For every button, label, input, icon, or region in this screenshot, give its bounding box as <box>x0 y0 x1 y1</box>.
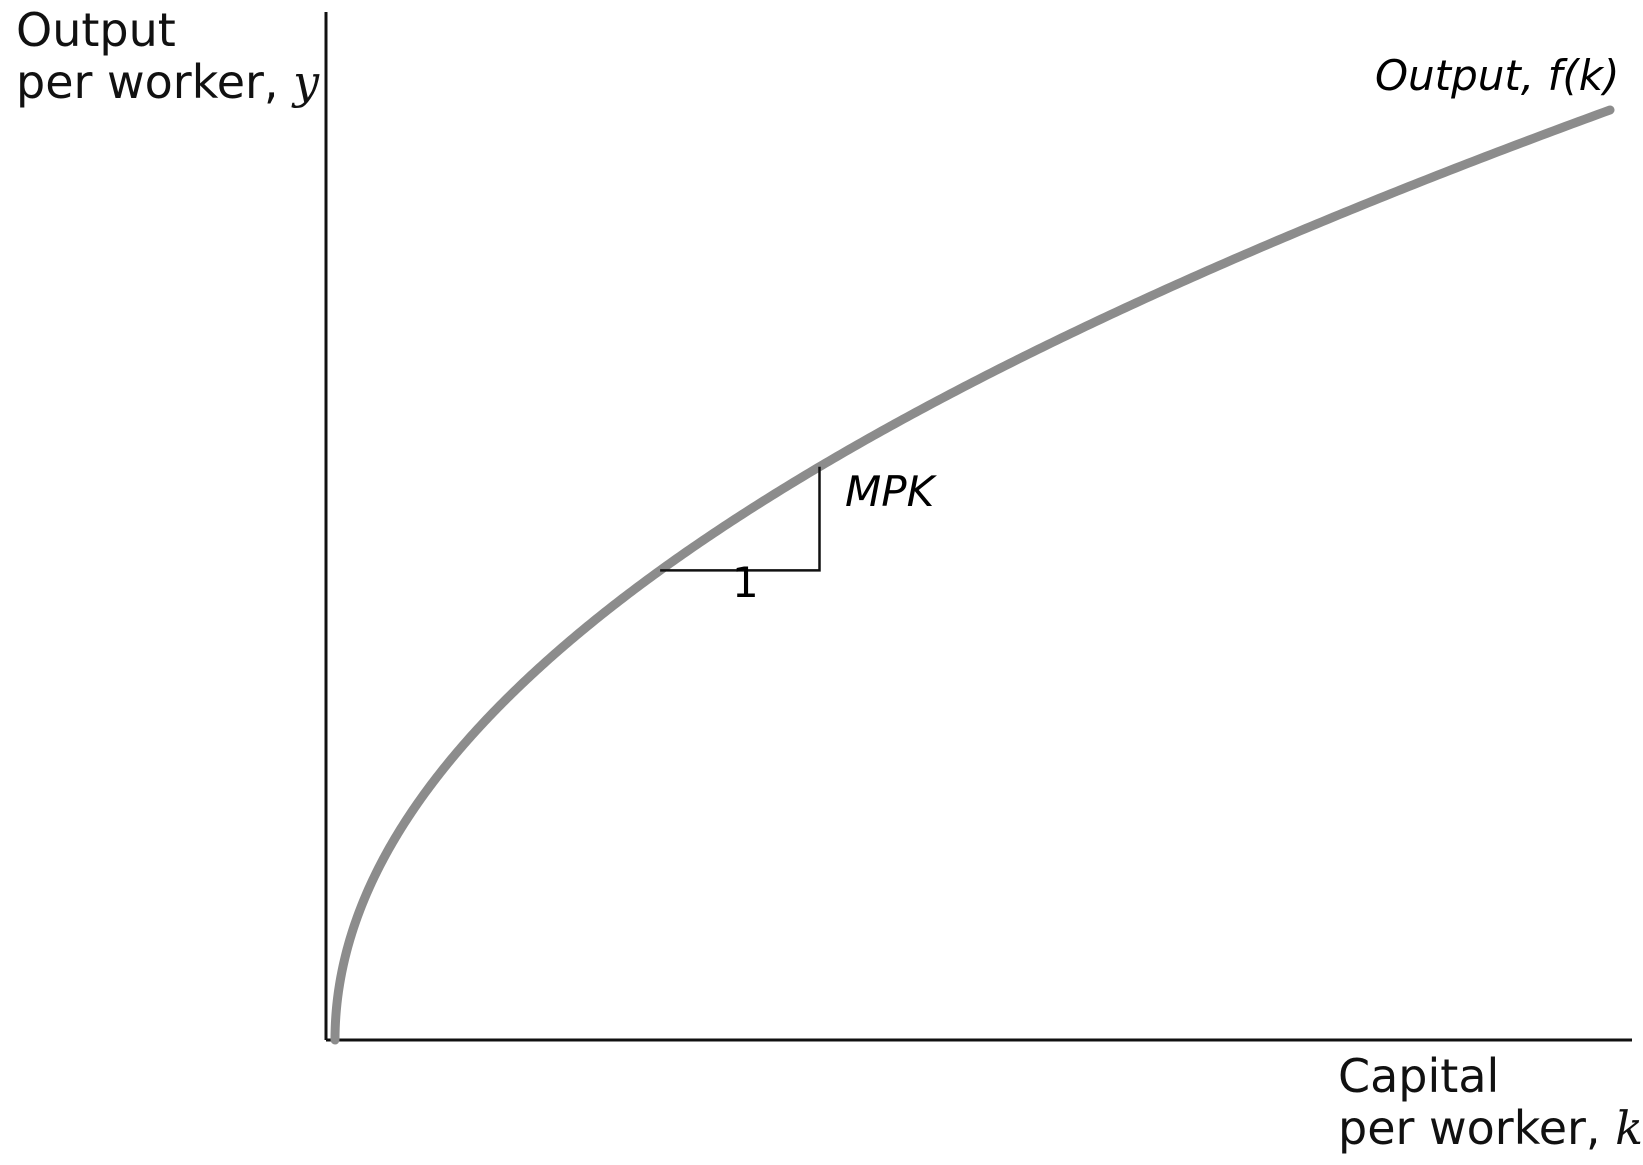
output-curve <box>330 105 1615 1045</box>
mpk-label: MPK <box>845 467 938 516</box>
run-label: 1 <box>732 558 759 607</box>
slope-triangle <box>660 466 821 572</box>
y-axis-label: Output per worker, y <box>16 4 319 108</box>
y-axis-label-line1: Output <box>16 3 176 57</box>
y-axis-label-text: per worker, <box>16 55 294 109</box>
x-axis-label-text: per worker, <box>1338 1101 1616 1155</box>
x-axis-label-line2: per worker, k <box>1338 1102 1643 1154</box>
y-axis-label-line2: per worker, y <box>16 56 319 108</box>
y-axis-variable: y <box>293 55 320 109</box>
x-axis-variable: k <box>1615 1101 1643 1155</box>
x-axis-label-line1: Capital <box>1338 1049 1500 1103</box>
curve-label: Output, f(k) <box>1375 51 1619 100</box>
x-axis-label: Capital per worker, k <box>1338 1050 1643 1154</box>
